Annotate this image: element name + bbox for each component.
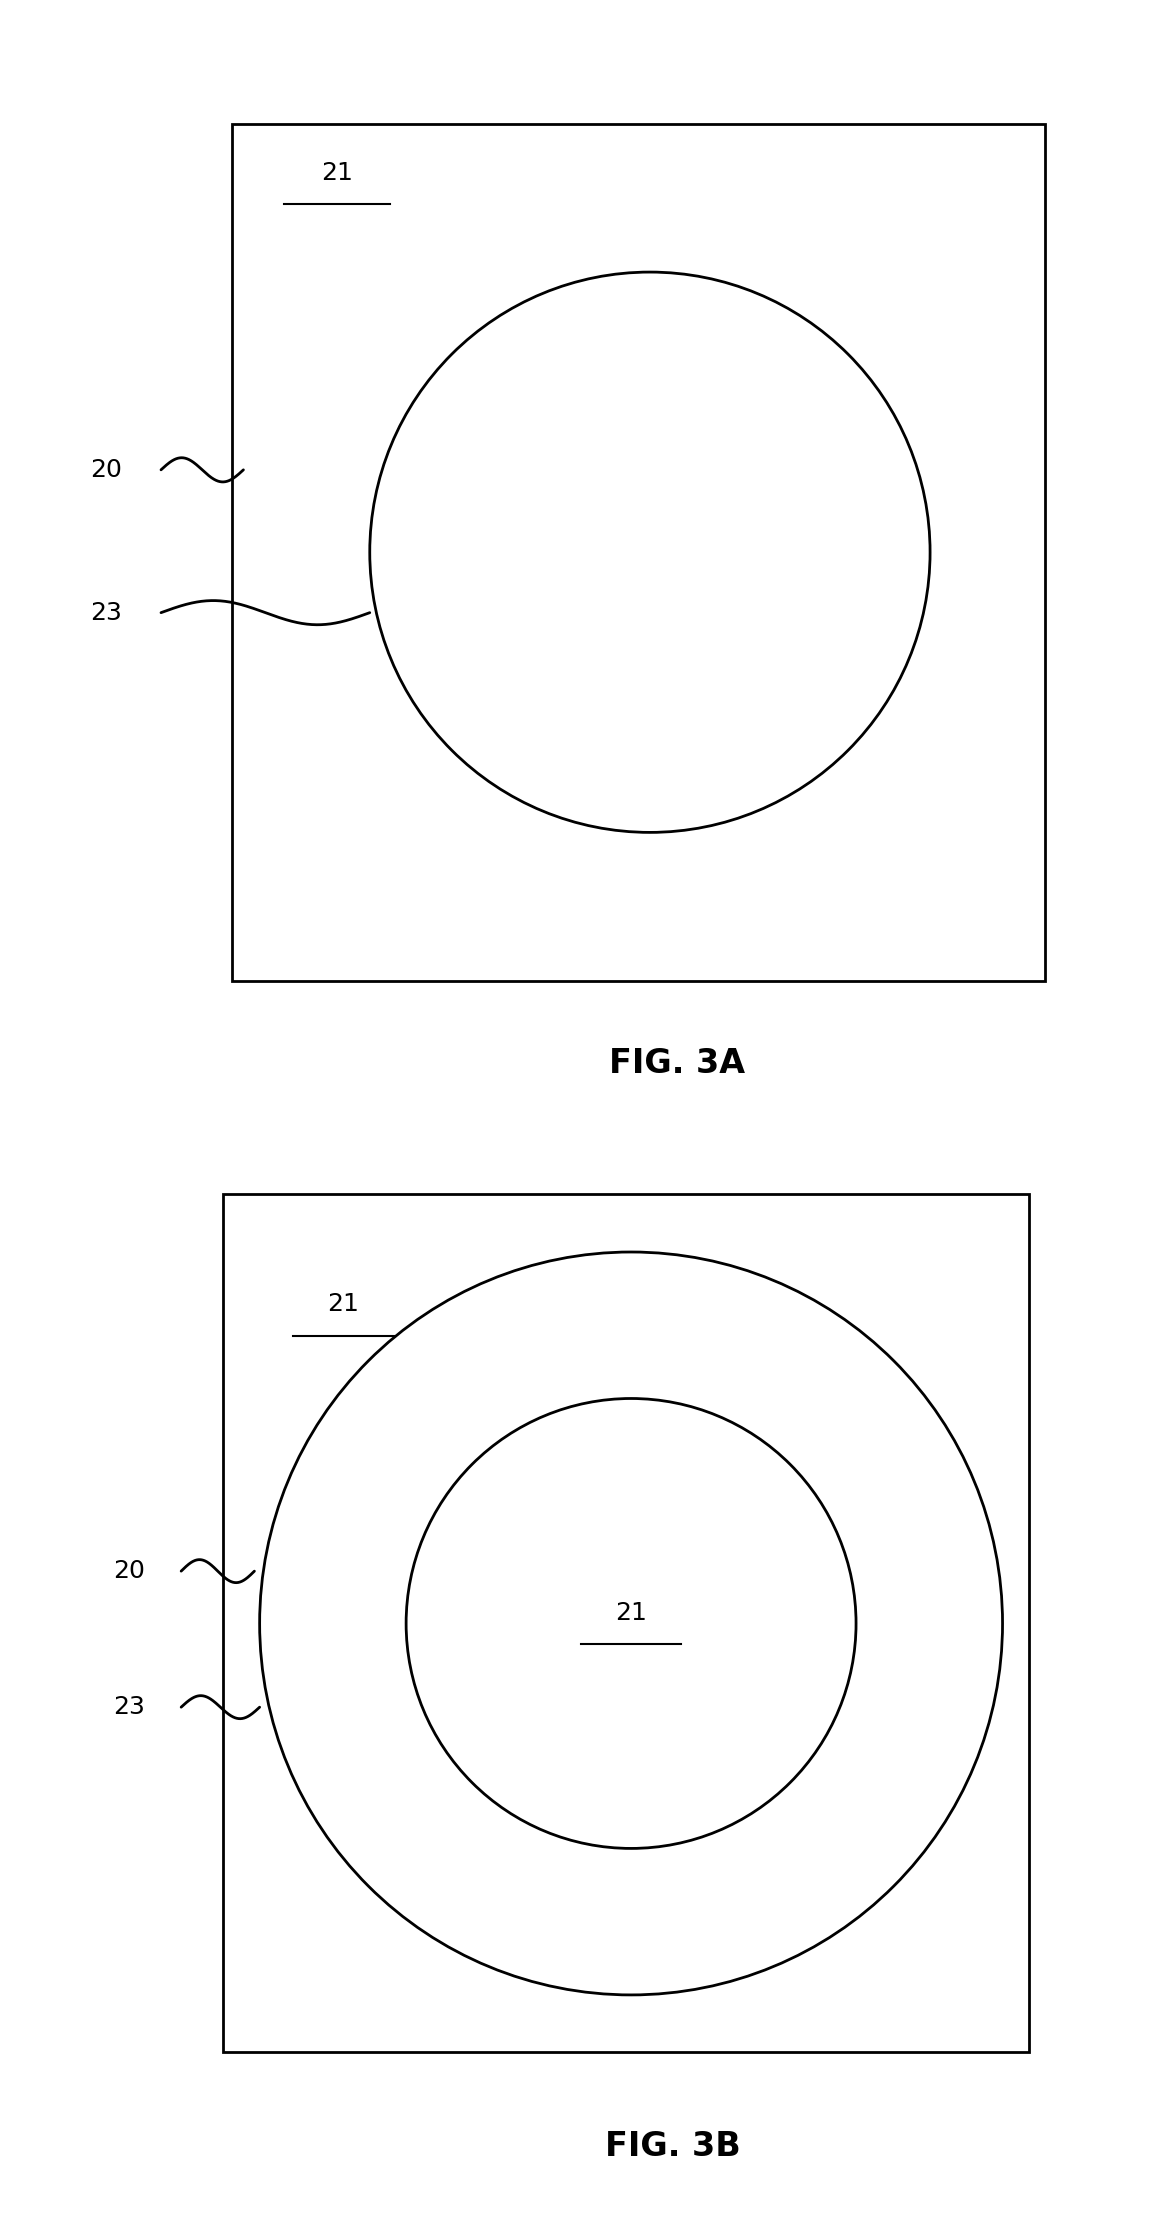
Text: 21: 21	[616, 1601, 647, 1626]
Text: 20: 20	[90, 457, 121, 481]
Text: 21: 21	[321, 161, 353, 186]
Text: 21: 21	[327, 1292, 360, 1317]
Bar	[232, 123, 1045, 981]
Text: FIG. 3B: FIG. 3B	[605, 2129, 741, 2163]
Bar	[223, 1193, 1029, 2053]
Text: 23: 23	[113, 1695, 145, 1720]
Text: 20: 20	[113, 1558, 145, 1583]
Text: 23: 23	[90, 600, 121, 625]
Text: FIG. 3A: FIG. 3A	[610, 1046, 745, 1079]
